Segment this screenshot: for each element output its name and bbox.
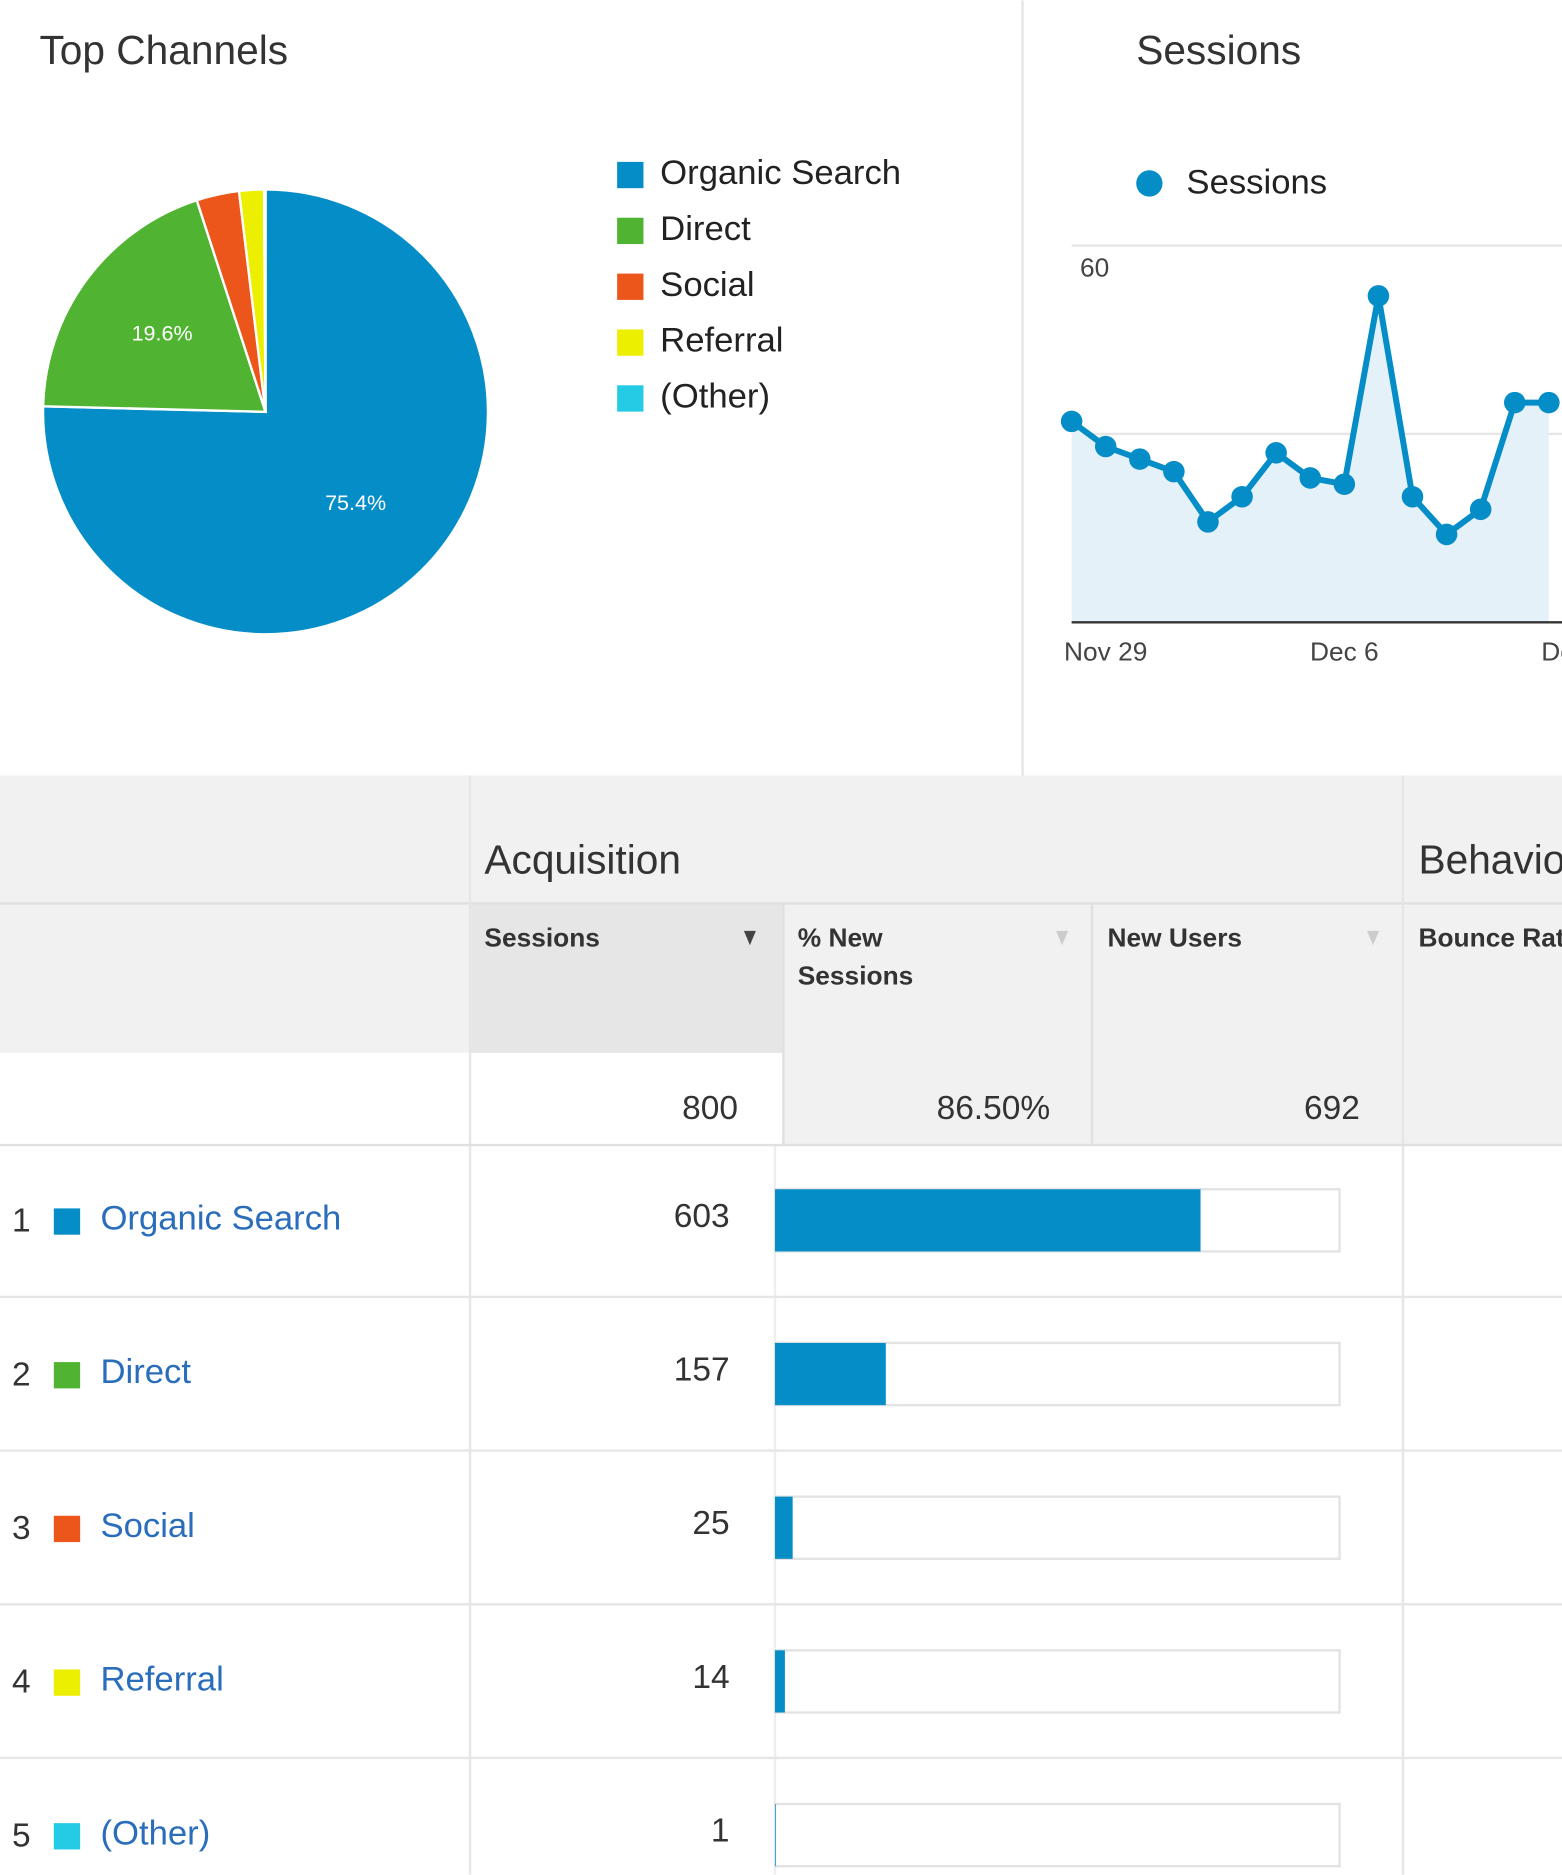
pie-slice <box>262 188 267 412</box>
sessions-value: 14 <box>692 1659 729 1696</box>
pie-slice <box>41 198 268 414</box>
sort-arrow[interactable] <box>1367 930 1380 946</box>
bar <box>775 1650 785 1713</box>
totals-bg <box>783 1052 1562 1146</box>
pie-label: 19.6% <box>132 321 193 345</box>
column-header-text[interactable]: New Users <box>1107 922 1243 953</box>
rank: 3 <box>12 1510 31 1547</box>
point <box>1503 391 1526 414</box>
legend-swatch <box>617 329 644 356</box>
point <box>1060 410 1083 433</box>
total: 692 <box>1304 1090 1360 1127</box>
bar-track <box>773 1802 1341 1868</box>
column-header-text[interactable]: % New Sessions <box>797 922 914 991</box>
sessions-value: 1 <box>711 1813 730 1850</box>
legend-swatch <box>617 385 644 412</box>
channel-link[interactable]: (Other) <box>100 1814 210 1852</box>
column-header: % New Sessions <box>797 922 914 991</box>
channel-link[interactable]: Referral <box>100 1661 223 1699</box>
pie-title: Top Channels <box>39 27 288 73</box>
channel-link[interactable]: Organic Search <box>100 1200 341 1238</box>
point <box>1265 442 1287 464</box>
sessions-value: 25 <box>692 1505 729 1542</box>
rank: 5 <box>12 1817 31 1854</box>
channel-swatch <box>53 1669 81 1696</box>
point <box>1129 448 1151 470</box>
y-tick-label: 60 <box>1080 252 1109 282</box>
sort-arrow[interactable] <box>1056 930 1069 946</box>
rank: 2 <box>12 1356 31 1393</box>
legend-label: Referral <box>660 322 783 360</box>
point <box>1231 486 1253 508</box>
x-tick-label: Dec 6 <box>1310 636 1379 666</box>
total: 800 <box>682 1090 738 1127</box>
point <box>1094 435 1117 458</box>
area <box>1071 295 1549 623</box>
column-header: Bounce Rate <box>1418 922 1562 953</box>
channel-link[interactable]: Social <box>100 1507 194 1545</box>
pie-label: 75.4% <box>325 491 386 515</box>
legend-swatch <box>617 161 644 189</box>
point <box>1435 523 1458 546</box>
bar <box>775 1804 776 1867</box>
point <box>1163 460 1185 483</box>
sorted-column-header <box>470 903 784 1053</box>
channel-link[interactable]: Direct <box>100 1353 191 1391</box>
bar-track <box>773 1495 1341 1561</box>
legend-label: Social <box>660 266 754 304</box>
bar-track <box>773 1649 1341 1714</box>
column-header-text[interactable]: Sessions <box>484 922 600 953</box>
total: 86.50% <box>937 1090 1051 1127</box>
line-title: Sessions <box>1136 27 1301 73</box>
legend-label: (Other) <box>660 378 770 416</box>
column-header-text[interactable]: Bounce Rate <box>1418 922 1562 953</box>
legend-swatch <box>617 217 644 245</box>
point <box>1197 511 1219 533</box>
channel-swatch <box>53 1362 81 1389</box>
point <box>1401 486 1424 508</box>
column-header: New Users <box>1107 922 1243 953</box>
point <box>1469 498 1492 521</box>
rank: 4 <box>12 1664 31 1701</box>
legend-swatch <box>617 273 644 300</box>
bar <box>775 1496 793 1559</box>
point <box>1367 285 1390 307</box>
channel-swatch <box>53 1515 81 1543</box>
point <box>1299 467 1322 489</box>
point <box>1333 473 1356 495</box>
x-tick-label: Dec 13 <box>1541 636 1562 666</box>
legend-dot <box>1136 170 1163 197</box>
x-tick-label: Nov 29 <box>1064 636 1147 666</box>
channel-swatch <box>53 1823 81 1850</box>
bar <box>775 1189 1201 1252</box>
sessions-value: 157 <box>674 1351 730 1388</box>
bar <box>775 1342 886 1406</box>
group-header: Behavior <box>1418 836 1562 882</box>
legend-label: Direct <box>660 210 751 248</box>
column-header: Sessions <box>484 922 600 953</box>
legend-label: Organic Search <box>660 154 901 192</box>
point <box>1538 391 1560 414</box>
rank: 1 <box>12 1203 31 1240</box>
channel-swatch <box>53 1208 81 1235</box>
sort-arrow[interactable] <box>743 930 756 946</box>
group-header: Acquisition <box>484 836 681 882</box>
sessions-value: 603 <box>674 1198 730 1235</box>
legend-label: Sessions <box>1186 164 1327 202</box>
